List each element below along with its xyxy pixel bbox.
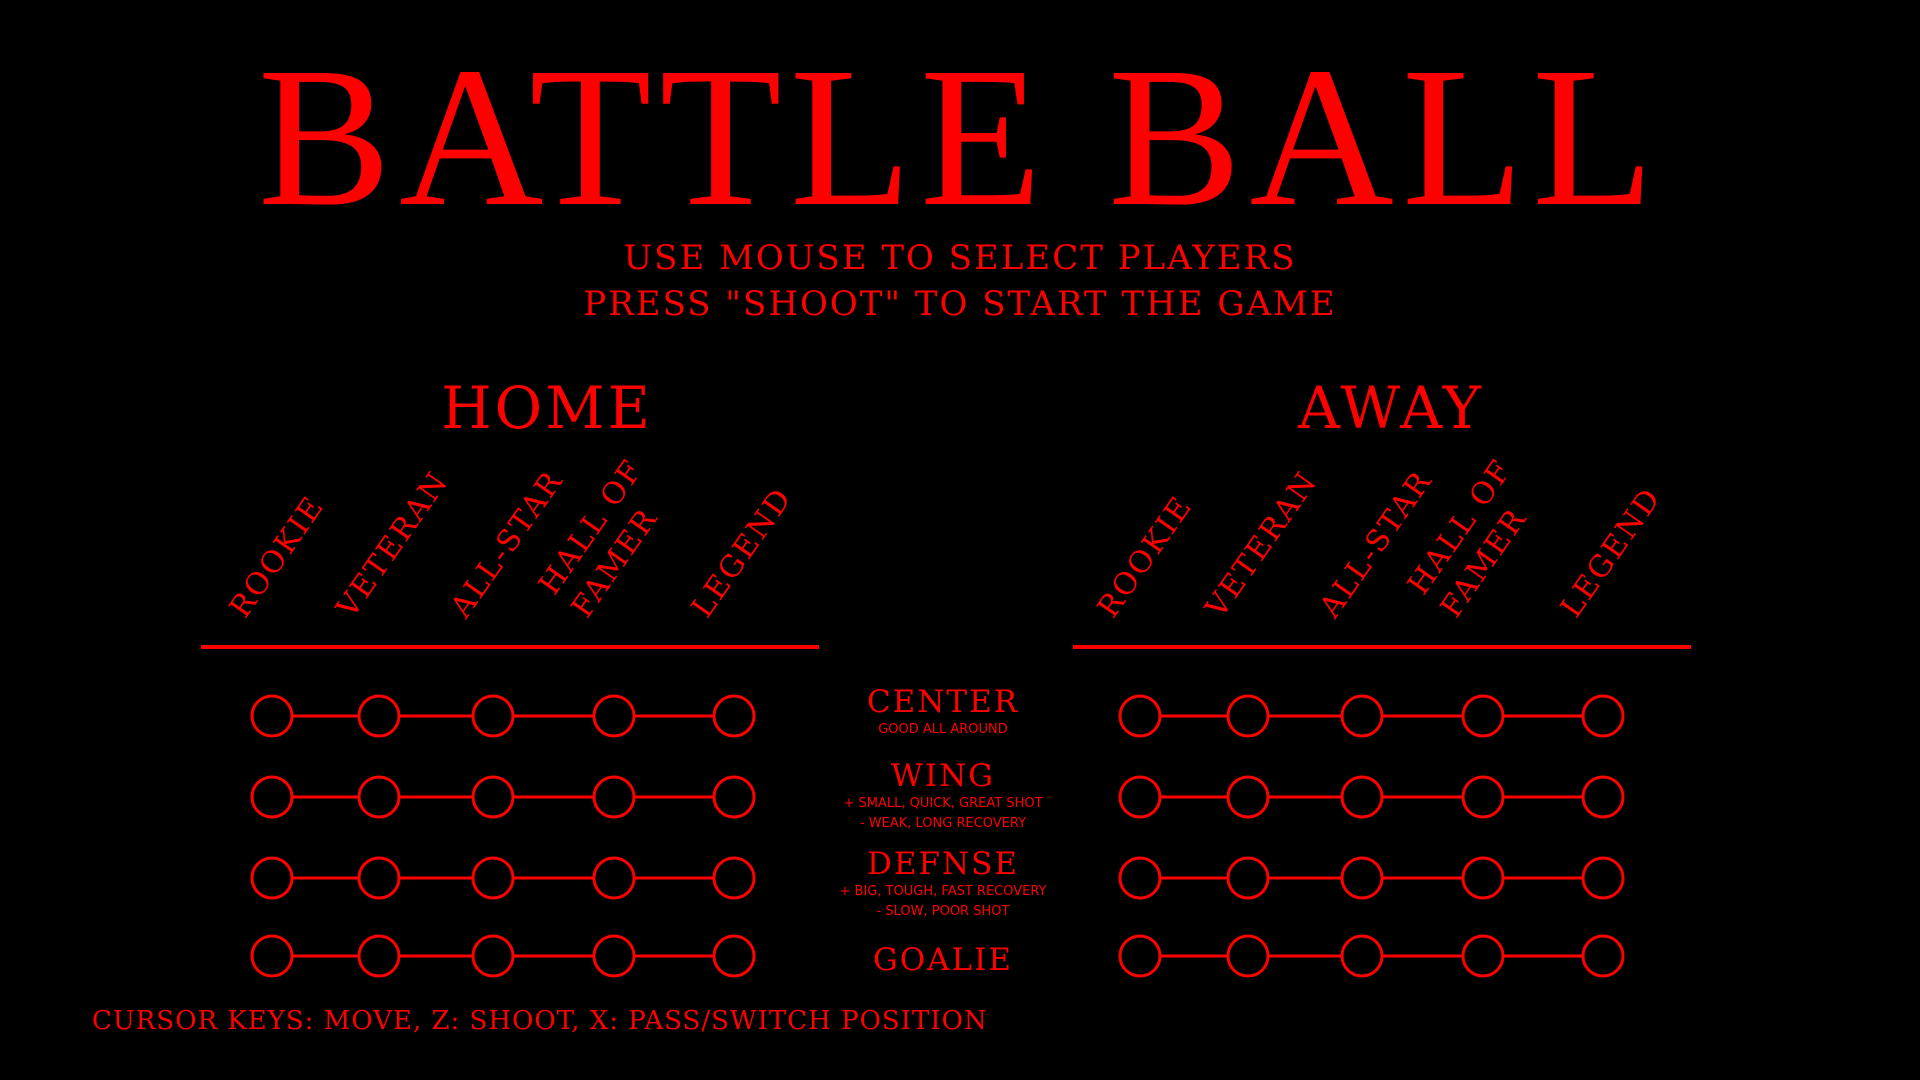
home-center-veteran-slot[interactable] — [357, 694, 401, 738]
home-wing-veteran-slot[interactable] — [357, 775, 401, 819]
away-goalie-hall-of-famer-slot[interactable] — [1461, 934, 1505, 978]
away-center-rookie-slot[interactable] — [1118, 694, 1162, 738]
home-defnse-rookie-slot[interactable] — [250, 856, 294, 900]
away-wing-veteran-slot[interactable] — [1226, 775, 1270, 819]
away-defnse-rookie-slot[interactable] — [1118, 856, 1162, 900]
home-divider — [201, 645, 819, 649]
position-desc-defnse-0: + BIG, TOUGH, FAST RECOVERY — [839, 884, 1047, 899]
home-center-legend-slot[interactable] — [712, 694, 756, 738]
instruction-select-players: USE MOUSE TO SELECT PLAYERS — [623, 238, 1297, 278]
home-center-rookie-slot[interactable] — [250, 694, 294, 738]
away-center-all-star-slot[interactable] — [1340, 694, 1384, 738]
home-wing-all-star-slot[interactable] — [471, 775, 515, 819]
home-defnse-veteran-slot[interactable] — [357, 856, 401, 900]
position-label-goalie: GOALIE — [872, 942, 1014, 978]
away-goalie-veteran-slot[interactable] — [1226, 934, 1270, 978]
away-goalie-legend-slot[interactable] — [1581, 934, 1625, 978]
home-goalie-legend-slot[interactable] — [712, 934, 756, 978]
away-center-legend-slot[interactable] — [1581, 694, 1625, 738]
game-title: BATTLE BALL — [257, 27, 1663, 248]
home-team-title: HOME — [441, 374, 653, 442]
away-defnse-legend-slot[interactable] — [1581, 856, 1625, 900]
position-label-wing: WING — [891, 758, 995, 794]
away-goalie-rookie-slot[interactable] — [1118, 934, 1162, 978]
away-wing-hall-of-famer-slot[interactable] — [1461, 775, 1505, 819]
home-wing-legend-slot[interactable] — [712, 775, 756, 819]
away-defnse-veteran-slot[interactable] — [1226, 856, 1270, 900]
position-desc-wing-0: + SMALL, QUICK, GREAT SHOT — [843, 796, 1043, 811]
away-wing-all-star-slot[interactable] — [1340, 775, 1384, 819]
away-team-title: AWAY — [1297, 374, 1485, 442]
position-label-center: CENTER — [866, 684, 1020, 720]
home-center-all-star-slot[interactable] — [471, 694, 515, 738]
home-goalie-veteran-slot[interactable] — [357, 934, 401, 978]
controls-hint: CURSOR KEYS: MOVE, Z: SHOOT, X: PASS/SWI… — [92, 1006, 988, 1036]
position-desc-center-0: GOOD ALL AROUND — [878, 722, 1008, 737]
away-divider — [1073, 645, 1691, 649]
away-wing-rookie-slot[interactable] — [1118, 775, 1162, 819]
position-desc-defnse-1: - SLOW, POOR SHOT — [876, 904, 1010, 919]
home-goalie-rookie-slot[interactable] — [250, 934, 294, 978]
home-center-hall-of-famer-slot[interactable] — [592, 694, 636, 738]
away-defnse-all-star-slot[interactable] — [1340, 856, 1384, 900]
away-goalie-all-star-slot[interactable] — [1340, 934, 1384, 978]
home-wing-rookie-slot[interactable] — [250, 775, 294, 819]
home-defnse-legend-slot[interactable] — [712, 856, 756, 900]
home-defnse-all-star-slot[interactable] — [471, 856, 515, 900]
position-desc-wing-1: - WEAK, LONG RECOVERY — [859, 816, 1027, 831]
away-center-hall-of-famer-slot[interactable] — [1461, 694, 1505, 738]
away-wing-legend-slot[interactable] — [1581, 775, 1625, 819]
home-wing-hall-of-famer-slot[interactable] — [592, 775, 636, 819]
away-defnse-hall-of-famer-slot[interactable] — [1461, 856, 1505, 900]
instruction-start-game: PRESS "SHOOT" TO START THE GAME — [583, 284, 1337, 324]
position-label-defnse: DEFNSE — [867, 846, 1019, 882]
home-goalie-all-star-slot[interactable] — [471, 934, 515, 978]
away-center-veteran-slot[interactable] — [1226, 694, 1270, 738]
home-defnse-hall-of-famer-slot[interactable] — [592, 856, 636, 900]
home-goalie-hall-of-famer-slot[interactable] — [592, 934, 636, 978]
